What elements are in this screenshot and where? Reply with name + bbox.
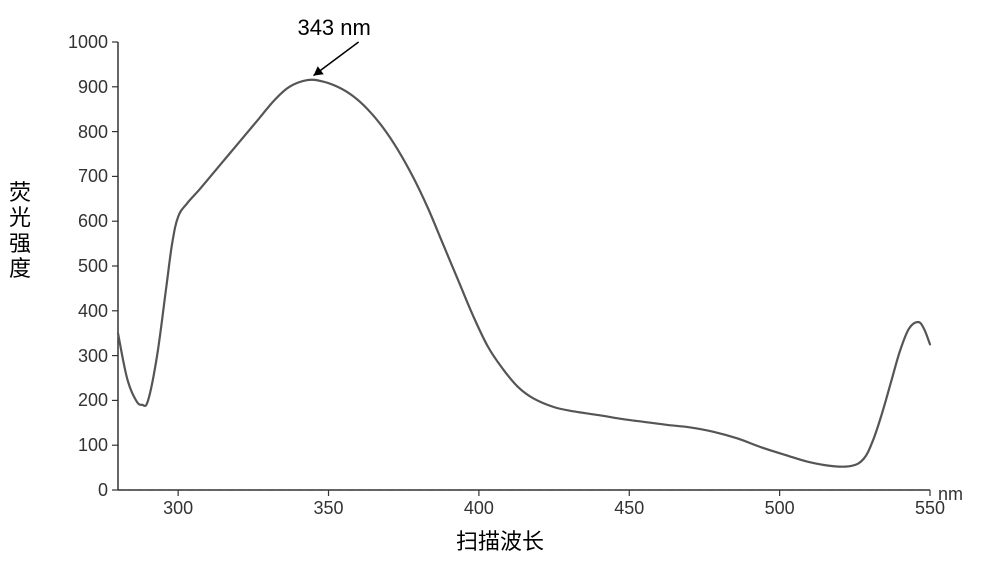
x-tick-label: 450	[604, 498, 654, 519]
x-tick-label: 550	[905, 498, 955, 519]
y-tick-label: 400	[60, 301, 108, 322]
x-tick-label: 400	[454, 498, 504, 519]
chart-container: 荧 光 强 度 扫描波长 343 nm nm 01002003004005006…	[0, 0, 1000, 562]
y-tick-label: 500	[60, 256, 108, 277]
y-tick-label: 800	[60, 122, 108, 143]
y-tick-label: 900	[60, 77, 108, 98]
y-tick-label: 1000	[60, 32, 108, 53]
x-tick-label: 300	[153, 498, 203, 519]
x-tick-label: 350	[304, 498, 354, 519]
plot-svg	[0, 0, 1000, 562]
y-tick-label: 300	[60, 346, 108, 367]
y-tick-label: 0	[60, 480, 108, 501]
y-tick-label: 100	[60, 435, 108, 456]
y-tick-label: 700	[60, 166, 108, 187]
y-tick-label: 200	[60, 390, 108, 411]
x-tick-label: 500	[755, 498, 805, 519]
y-tick-label: 600	[60, 211, 108, 232]
